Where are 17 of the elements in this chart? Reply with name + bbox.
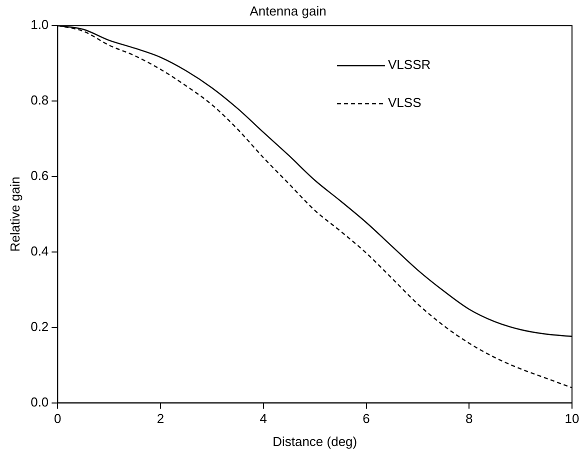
y-tick-label: 0.8 xyxy=(30,92,49,108)
legend-label: VLSS xyxy=(388,95,422,110)
y-tick-label: 0.2 xyxy=(30,318,49,334)
x-tick-label: 6 xyxy=(362,411,370,426)
chart-title: Antenna gain xyxy=(250,3,326,18)
x-tick-label: 10 xyxy=(564,411,580,426)
y-axis-title: Relative gain xyxy=(7,176,22,252)
x-tick-label: 0 xyxy=(54,411,62,426)
legend-label: VLSSR xyxy=(388,57,431,72)
y-tick-label: 0.0 xyxy=(30,394,49,410)
x-tick-label: 2 xyxy=(156,411,164,426)
y-tick-label: 0.6 xyxy=(30,168,49,184)
x-tick-label: 8 xyxy=(466,411,473,426)
x-axis-title: Distance (deg) xyxy=(272,434,358,449)
y-tick-label: 1.0 xyxy=(30,17,49,32)
y-tick-label: 0.4 xyxy=(30,244,49,258)
x-tick-label: 4 xyxy=(260,411,268,426)
